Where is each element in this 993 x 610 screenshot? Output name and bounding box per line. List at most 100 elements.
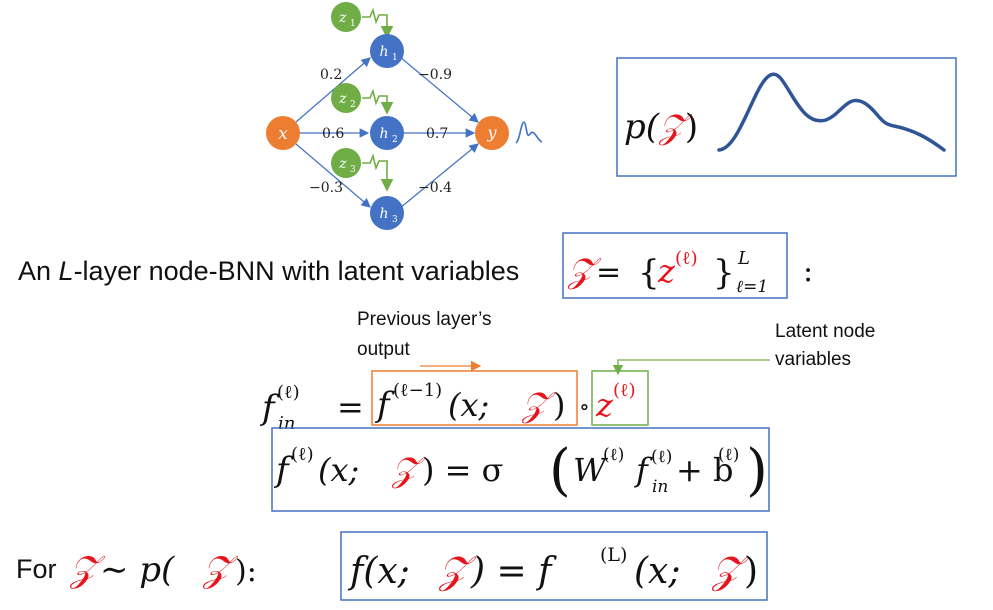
node-h2-label: h <box>379 126 388 142</box>
eq1-sub: in <box>278 413 295 434</box>
prev-output-annotation-line1: Previous layer’s <box>357 309 491 330</box>
eq2-lparen: ( <box>549 438 571 503</box>
edge-x-h1 <box>295 57 371 123</box>
eq2-args: (x; <box>318 451 359 489</box>
latent-set-z: z <box>657 252 676 290</box>
node-x-label: x <box>278 124 288 144</box>
node-h2: h 2 <box>370 116 404 150</box>
node-h1-sub: 1 <box>392 53 398 63</box>
z2-connector <box>362 88 394 115</box>
eq2-sup: (ℓ) <box>291 444 314 465</box>
latent-node-box <box>591 370 649 426</box>
eq2-bsup: (ℓ) <box>718 445 739 465</box>
eq1-sup2: (ℓ−1) <box>393 380 442 401</box>
latent-arrow <box>612 359 770 376</box>
equation-layer: f (ℓ) (x; 𝒵 ) = σ ( W (ℓ) f (ℓ) in + b (… <box>271 427 770 512</box>
node-y: y <box>475 116 509 150</box>
latent-annotation-line1: Latent node <box>775 321 875 342</box>
z3-connector <box>362 153 394 192</box>
eq3-Z2: 𝒵 <box>202 549 239 590</box>
eq2-Z: 𝒵 <box>391 450 426 490</box>
eq3-mid: ) = f <box>470 551 557 592</box>
latent-set-rbrace: } <box>713 253 735 293</box>
eq2-rparen: ) <box>746 438 768 503</box>
network-edges <box>295 56 479 209</box>
prev-output-box <box>371 370 578 426</box>
eq1-eq: = <box>337 388 364 426</box>
weight-h1-y: −0.9 <box>418 67 452 83</box>
equation-sampling: 𝒵 ∼ p( 𝒵 ): <box>69 549 257 590</box>
node-z2: z 2 <box>331 83 361 113</box>
latent-set-box <box>562 232 788 299</box>
prev-output-annotation-line2: output <box>357 339 411 360</box>
eq1-circ: ∘ <box>579 395 590 420</box>
edge-h1-y <box>399 56 479 123</box>
final-eq-box <box>340 531 768 601</box>
layer-eq-box <box>271 427 770 512</box>
node-y-label: y <box>486 123 497 142</box>
eq2-W: W <box>573 451 609 489</box>
node-z2-label: z <box>338 91 347 107</box>
latent-set-formula: 𝒵 = { z (ℓ) } L ℓ=1 <box>567 248 768 297</box>
weight-h2-y: 0.7 <box>426 126 448 142</box>
node-h3: h 3 <box>370 196 404 230</box>
node-h3-sub: 3 <box>392 215 398 225</box>
weight-x-h3: −0.3 <box>309 180 343 196</box>
weight-x-h1: 0.2 <box>320 67 342 83</box>
node-h2-sub: 2 <box>392 135 398 145</box>
node-z3-label: z <box>338 156 347 172</box>
equation-final: f(x; 𝒵 ) = f (L) (x; 𝒵 ) <box>340 531 768 601</box>
eq1-Z: 𝒵 <box>521 385 556 425</box>
latent-set-sub: ℓ=1 <box>736 277 768 297</box>
weight-h3-y: −0.4 <box>418 180 452 196</box>
eq3-close: ) <box>744 551 758 592</box>
latent-set-supL: L <box>737 248 750 269</box>
density-label: p(𝒵) <box>624 107 698 147</box>
eq3-args: (x; <box>634 551 680 592</box>
node-z3: z 3 <box>331 148 361 178</box>
density-curve <box>717 72 946 152</box>
latent-annotation-line2: variables <box>775 349 851 370</box>
intro-sentence: An L-layer node-BNN with latent variable… <box>18 256 519 286</box>
eq2-f2sup: (ℓ) <box>651 447 672 467</box>
eq3-end: ): <box>235 554 257 589</box>
node-x: x <box>266 116 300 150</box>
edge-x-h3 <box>295 143 371 208</box>
node-h1-label: h <box>379 44 388 60</box>
eq1-sup: (ℓ) <box>277 382 300 403</box>
latent-set-lbrace: { <box>638 253 660 293</box>
eq1-args: (x; <box>448 386 489 424</box>
weight-x-h2: 0.6 <box>322 126 344 142</box>
output-distribution-icon <box>515 121 543 144</box>
intro-colon: : <box>803 254 813 289</box>
eq3-sim: ∼ p( <box>100 550 175 590</box>
network-diagram: 0.2 0.6 −0.3 −0.9 0.7 −0.4 x h 1 h 2 h 3 <box>266 2 543 230</box>
node-z2-sub: 2 <box>350 100 356 110</box>
latent-connectors <box>362 7 394 192</box>
node-z1-label: z <box>338 10 347 26</box>
equation-input: f (ℓ) in = f (ℓ−1) (x; 𝒵 ) ∘ z (ℓ) <box>259 370 649 434</box>
node-z1: z 1 <box>331 2 361 32</box>
eq3-f: f(x; <box>347 551 410 592</box>
latent-set-eq: = <box>596 255 621 290</box>
node-h1: h 1 <box>370 34 404 68</box>
eq1-close: ) <box>553 386 565 424</box>
eq2-rest: ) = σ <box>422 451 503 489</box>
edge-h3-y <box>399 143 479 209</box>
node-z3-sub: 3 <box>350 165 356 175</box>
eq3-for-label: For <box>16 554 57 584</box>
eq1-zsup: (ℓ) <box>613 380 636 401</box>
eq3-sup: (L) <box>600 544 627 566</box>
eq1-f2: f <box>374 385 395 425</box>
density-box: p(𝒵) <box>616 57 957 177</box>
z1-connector <box>362 7 394 39</box>
eq2-f2sub: in <box>652 477 668 497</box>
eq1-z: z <box>595 386 614 424</box>
node-h3-label: h <box>379 206 388 222</box>
eq2-plus: + b <box>676 451 733 489</box>
latent-set-sup: (ℓ) <box>675 248 698 269</box>
eq2-Wsup: (ℓ) <box>603 445 624 465</box>
node-z1-sub: 1 <box>350 19 356 29</box>
